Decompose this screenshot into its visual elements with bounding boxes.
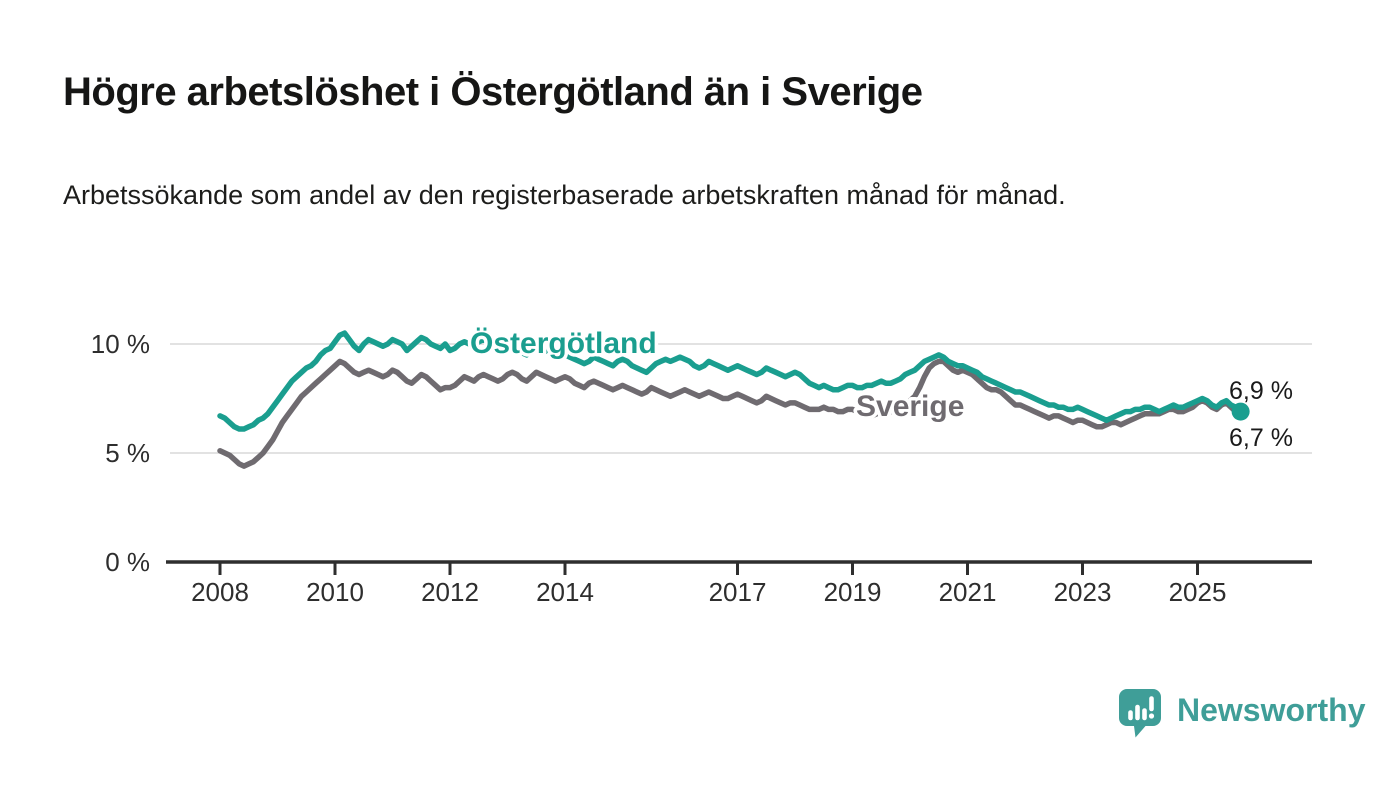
- x-tick-label-2012: 2012: [421, 577, 479, 607]
- x-tick-label-2017: 2017: [709, 577, 767, 607]
- speech-bubble-shape: [1119, 689, 1161, 738]
- end-label-Östergötland: 6,9 %: [1229, 377, 1293, 405]
- y-tick-label-10: 10 %: [91, 329, 150, 359]
- series-line-Sverige: [217, 358, 1244, 469]
- x-tick-label-2023: 2023: [1054, 577, 1112, 607]
- chart-subtitle: Arbetssökande som andel av den registerb…: [63, 180, 1066, 210]
- newsworthy-bubble-chart-icon: [1119, 689, 1161, 738]
- end-value-labels: 6,7 % 6,9 %: [1229, 377, 1293, 452]
- end-label-Sverige: 6,7 %: [1229, 424, 1293, 452]
- x-tick-label-2008: 2008: [191, 577, 249, 607]
- y-tick-label-5: 5 %: [105, 438, 150, 468]
- series-label-Sverige: Sverige: [856, 390, 964, 423]
- x-tick-label-2021: 2021: [939, 577, 997, 607]
- series-lines: [217, 330, 1250, 469]
- newsworthy-wordmark: Newsworthy: [1177, 692, 1366, 728]
- x-tick-label-2014: 2014: [536, 577, 594, 607]
- chart-title: Högre arbetslöshet i Östergötland än i S…: [63, 70, 923, 114]
- series-label-Östergötland: Östergötland: [470, 327, 657, 360]
- gridlines: [170, 343, 1312, 454]
- y-axis-labels: 0 % 5 % 10 %: [91, 329, 150, 577]
- newsworthy-logo: Newsworthy: [1118, 688, 1365, 744]
- y-tick-label-0: 0 %: [105, 547, 150, 577]
- x-axis: 2008 2010 2012 2014 2017 2019 2021 2023 2025: [166, 560, 1312, 607]
- x-tick-label-2025: 2025: [1169, 577, 1227, 607]
- x-tick-label-2019: 2019: [824, 577, 882, 607]
- x-tick-label-2010: 2010: [306, 577, 364, 607]
- exclamation-dot: [1148, 713, 1155, 719]
- series-end-dot: [1231, 402, 1250, 421]
- series-line-Östergötland: [217, 330, 1244, 432]
- series-labels: Sverige Östergötland: [467, 324, 968, 427]
